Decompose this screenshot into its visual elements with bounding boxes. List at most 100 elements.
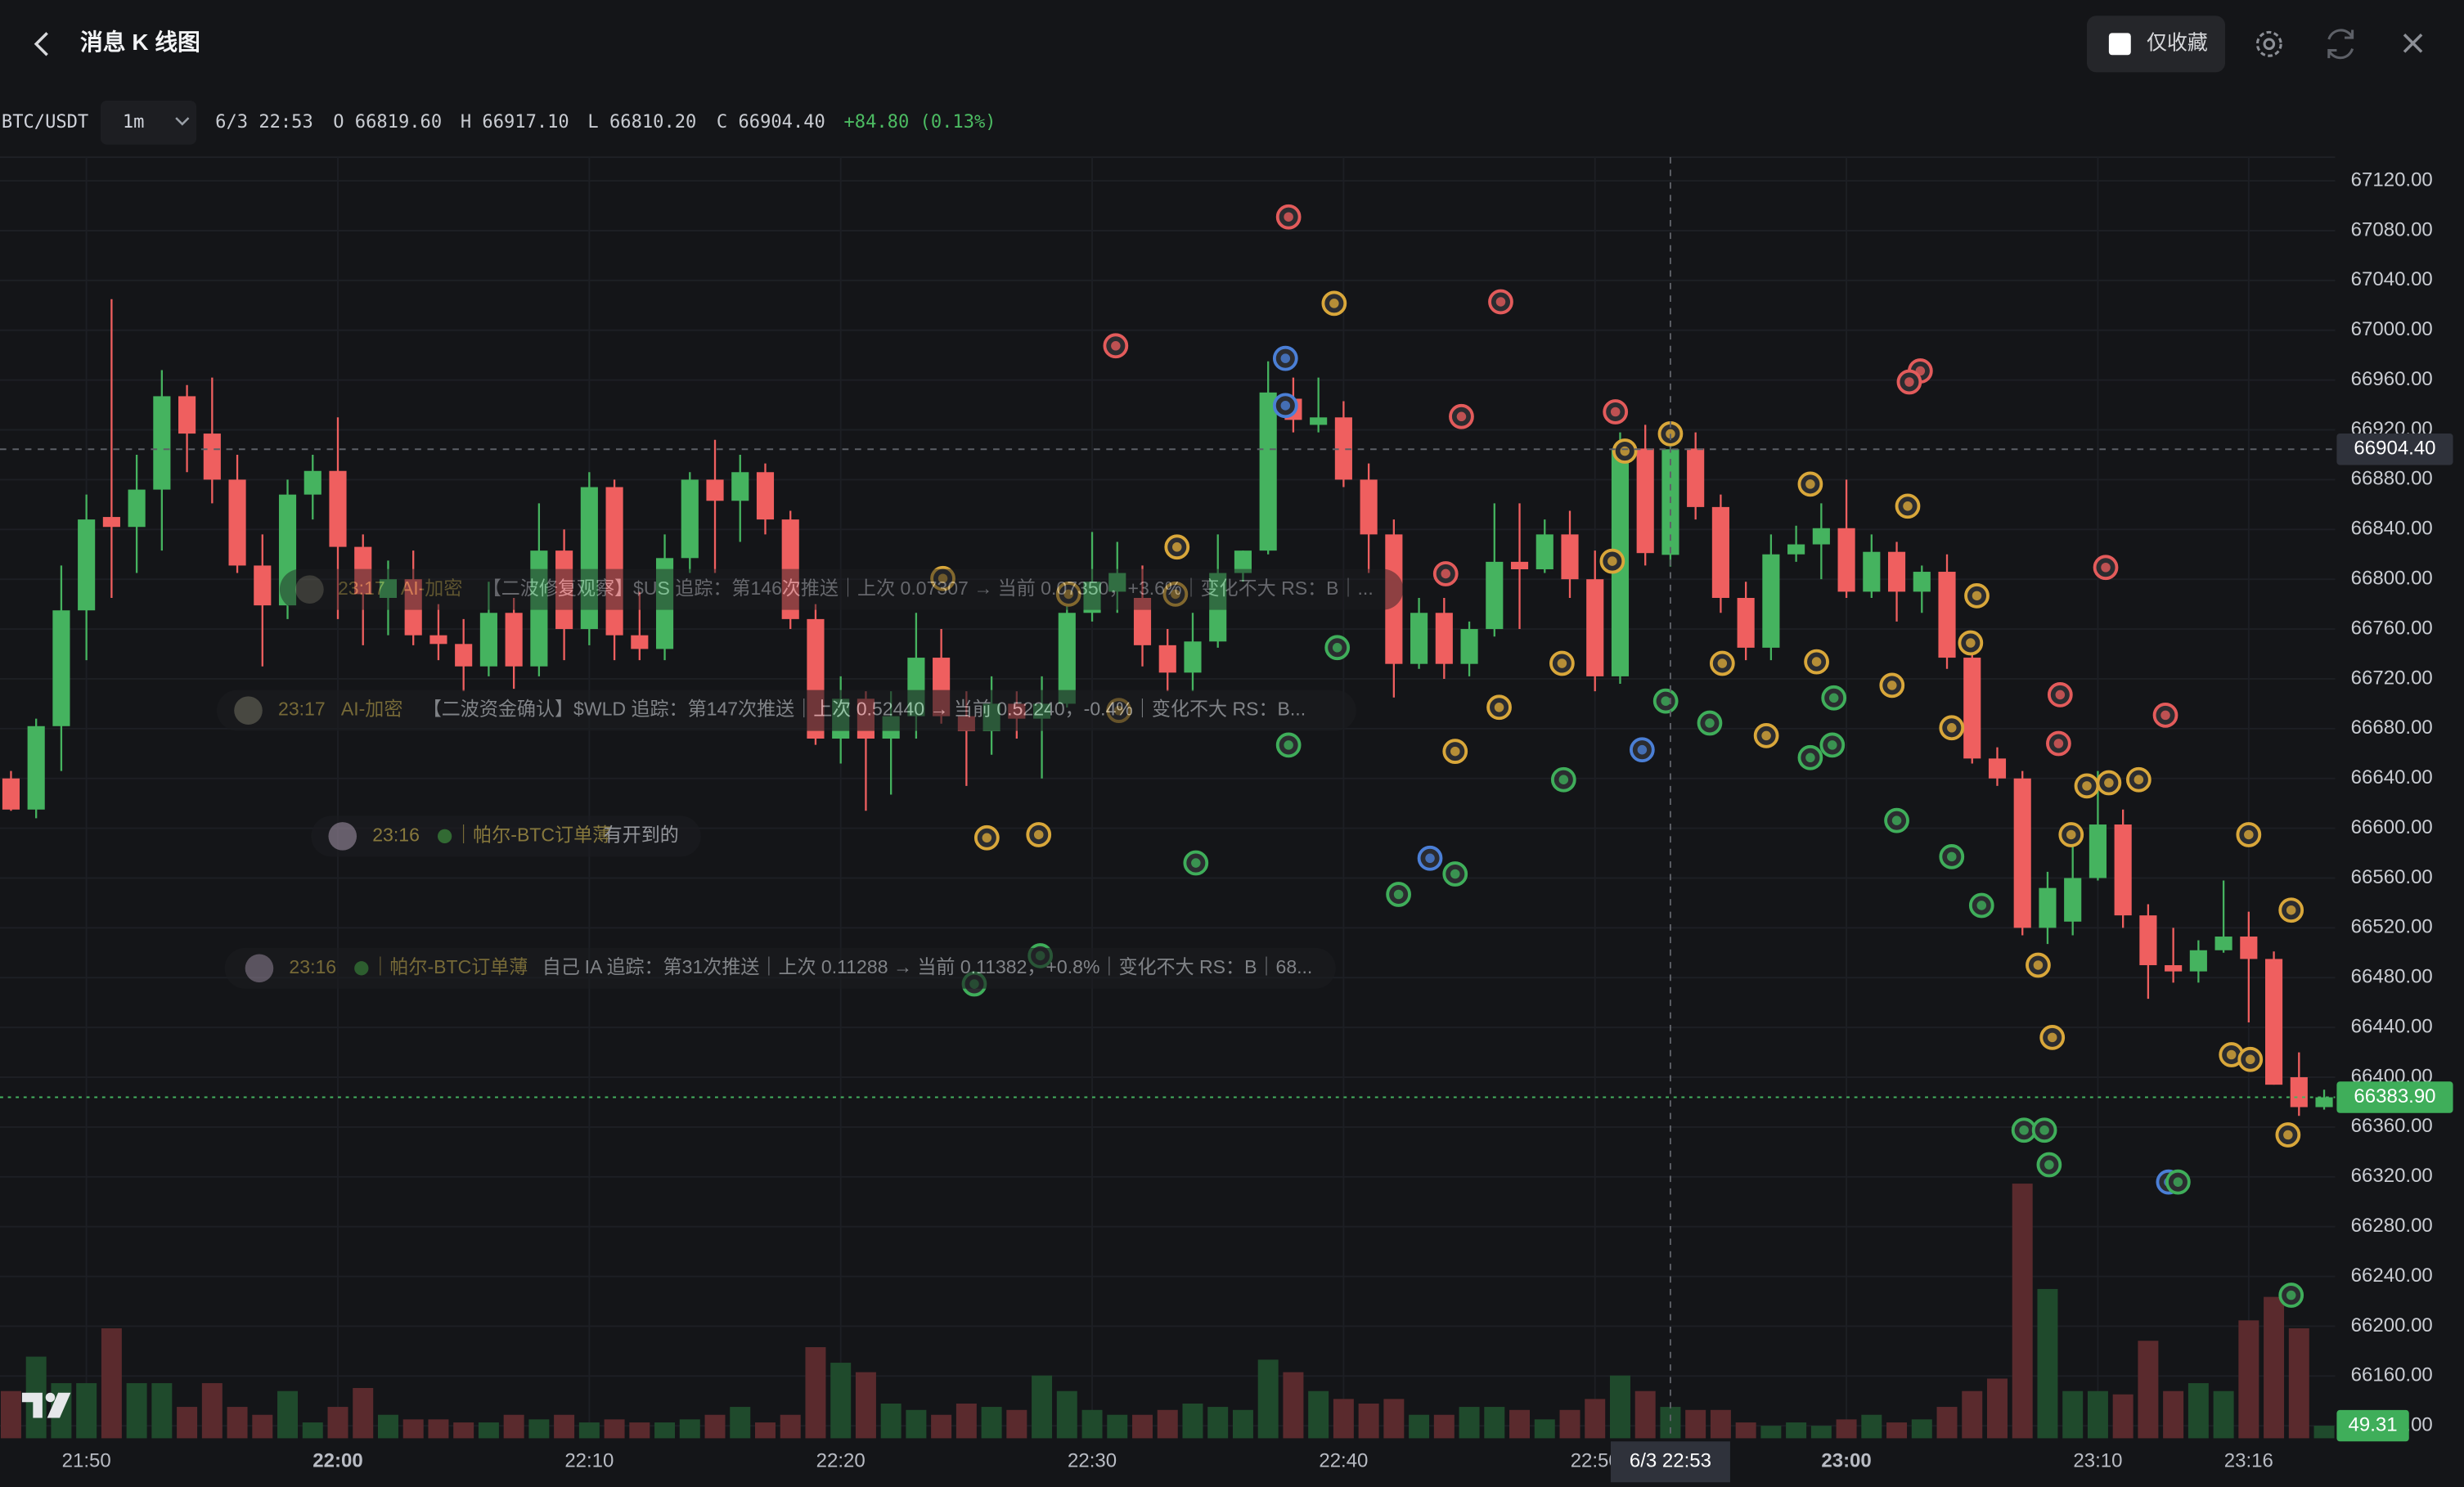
volume-bar bbox=[177, 1407, 198, 1439]
candle-body bbox=[1812, 528, 1830, 545]
marker-icon bbox=[1661, 696, 1670, 706]
volume-bar bbox=[126, 1383, 147, 1439]
legend-low: L 66810.20 bbox=[587, 111, 696, 133]
candle-body bbox=[1636, 448, 1654, 554]
x-tick-label: 22:20 bbox=[816, 1450, 866, 1472]
last-price-bg bbox=[2336, 1081, 2453, 1113]
marker-icon bbox=[2019, 1125, 2029, 1135]
candle-body bbox=[1435, 613, 1453, 664]
y-tick-label: 66720.00 bbox=[2351, 667, 2433, 689]
candle-body bbox=[1711, 506, 1729, 599]
marker-icon bbox=[2104, 778, 2114, 788]
logo-part bbox=[47, 1392, 71, 1418]
volume-bar bbox=[1308, 1390, 1329, 1439]
y-tick-label: 67080.00 bbox=[2351, 218, 2433, 240]
toggle-bg bbox=[2086, 16, 2226, 73]
marker-icon bbox=[2047, 1032, 2057, 1043]
candle-body bbox=[1058, 613, 1076, 704]
news-time: 23:16 bbox=[289, 956, 336, 977]
candle-body bbox=[1887, 551, 1906, 592]
candle-body bbox=[631, 635, 649, 649]
volume-bar bbox=[1409, 1414, 1430, 1439]
news-item[interactable]: 23:16 ｜帕尔-BTC订单薄 有开到的 bbox=[311, 815, 701, 857]
candle-body bbox=[278, 494, 297, 606]
candle-body bbox=[1737, 598, 1755, 648]
y-tick-label: 66280.00 bbox=[2351, 1215, 2433, 1237]
marker-icon bbox=[1637, 744, 1648, 755]
candle-body bbox=[1837, 528, 1855, 592]
marker-icon bbox=[1171, 589, 1180, 600]
volume-bar bbox=[704, 1414, 726, 1439]
candle-body bbox=[2139, 915, 2157, 966]
candle-body bbox=[2315, 1097, 2333, 1107]
marker-icon bbox=[937, 573, 948, 583]
volume-bar bbox=[1735, 1422, 1756, 1439]
status-dot bbox=[437, 829, 452, 844]
x-tick-label: 22:10 bbox=[564, 1450, 614, 1472]
volume-bar bbox=[805, 1347, 826, 1439]
favorites-toggle[interactable]: 仅收藏 bbox=[2086, 16, 2226, 73]
volume-bar bbox=[2187, 1383, 2209, 1439]
marker-icon bbox=[2244, 829, 2254, 840]
candle-body bbox=[1259, 392, 1277, 551]
volume-bar bbox=[1810, 1426, 1832, 1439]
news-item[interactable]: 23:17 AI-加密 【二波修复观察】$US 追踪：第146次推送｜上次 0.… bbox=[279, 568, 1404, 610]
icon-part bbox=[2327, 29, 2354, 60]
interval-select[interactable] bbox=[100, 100, 197, 145]
volume-bar bbox=[1107, 1414, 1128, 1439]
candle-body bbox=[706, 479, 724, 501]
y-tick-label: 66480.00 bbox=[2351, 966, 2433, 988]
y-tick-label: 66200.00 bbox=[2351, 1314, 2433, 1337]
news-item[interactable]: 23:16 ｜帕尔-BTC订单薄 自己 IA 追踪：第31次推送｜上次 0.11… bbox=[224, 947, 1336, 989]
volume-bar bbox=[1032, 1375, 1053, 1439]
candle-body bbox=[1310, 417, 1328, 425]
candle-body bbox=[530, 550, 548, 667]
news-bg bbox=[217, 690, 1356, 731]
candle-body bbox=[2064, 878, 2082, 922]
news-item[interactable]: 23:17 AI-加密 【二波资金确认】$WLD 追踪：第147次推送｜上次 0… bbox=[217, 690, 1356, 731]
candle-body bbox=[1561, 534, 1579, 580]
volume-bar bbox=[2288, 1328, 2309, 1439]
close-button[interactable] bbox=[2403, 34, 2423, 53]
y-tick-label: 66840.00 bbox=[2351, 518, 2433, 540]
volume-bar bbox=[353, 1387, 374, 1439]
volume-bar bbox=[1962, 1390, 1983, 1439]
volume-bar bbox=[528, 1419, 550, 1439]
legend-time: 6/3 22:53 bbox=[215, 111, 313, 133]
news-text: IA 追踪：第31次推送｜上次 0.11288 → 当前 0.11382，+0.… bbox=[585, 956, 1313, 977]
x-tick-label: 23:10 bbox=[2073, 1450, 2122, 1472]
settings-button[interactable] bbox=[2255, 30, 2282, 57]
marker-icon bbox=[1280, 353, 1291, 363]
marker-icon bbox=[1966, 638, 1976, 648]
candle-body bbox=[1209, 573, 1227, 642]
volume-bar bbox=[2313, 1426, 2335, 1439]
volume-bar bbox=[151, 1383, 173, 1439]
refresh-button[interactable] bbox=[2327, 29, 2354, 60]
volume-bar bbox=[2163, 1390, 2184, 1439]
crosshair-price-bg bbox=[2336, 434, 2453, 465]
candle-body bbox=[404, 579, 422, 636]
checkbox[interactable] bbox=[2108, 33, 2131, 56]
back-button[interactable] bbox=[34, 32, 48, 56]
volume-bar bbox=[1132, 1414, 1153, 1439]
news-source: ｜帕尔-BTC订单薄 bbox=[454, 824, 611, 845]
news-overlay: 23:17 AI-加密 【二波修复观察】$US 追踪：第146次推送｜上次 0.… bbox=[217, 568, 1404, 989]
volume-bar bbox=[1283, 1372, 1304, 1439]
candles bbox=[2, 299, 2333, 1116]
candle-body bbox=[1234, 550, 1252, 573]
interval: 1m bbox=[123, 111, 145, 133]
y-tick-label: 67120.00 bbox=[2351, 168, 2433, 191]
x-tick-label: 22:30 bbox=[1068, 1450, 1117, 1472]
candle-body bbox=[1184, 641, 1202, 673]
marker-icon bbox=[1494, 703, 1504, 712]
marker-icon bbox=[1063, 589, 1073, 600]
volume-bar bbox=[1182, 1403, 1203, 1439]
marker-icon bbox=[1717, 658, 1728, 668]
news-bg bbox=[279, 568, 1404, 610]
candle-body bbox=[2089, 824, 2107, 878]
volume-bar bbox=[955, 1403, 977, 1439]
volume-bar bbox=[1056, 1390, 1077, 1439]
volume-bar bbox=[1157, 1409, 1178, 1439]
